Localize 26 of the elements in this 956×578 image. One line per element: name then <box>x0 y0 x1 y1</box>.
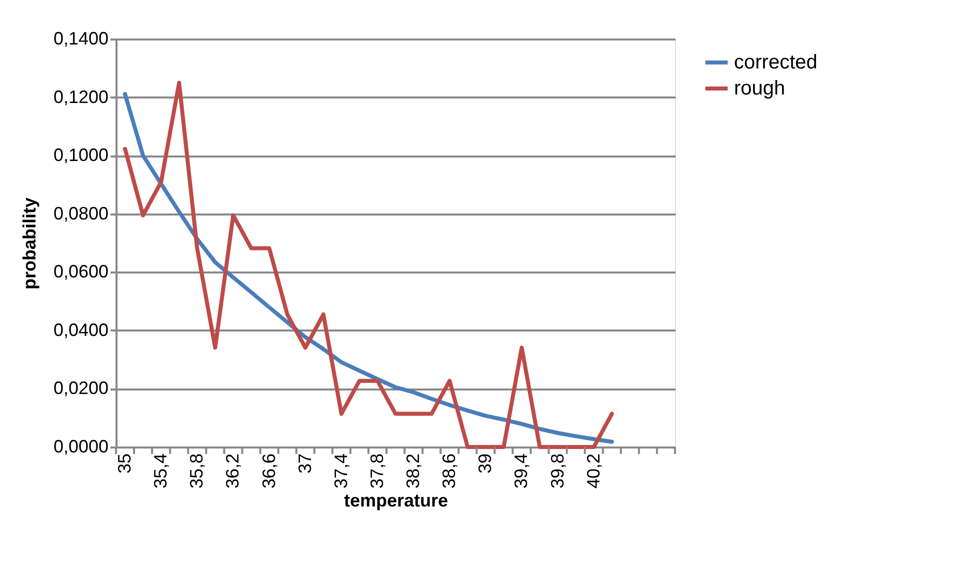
x-tick-label: 39,8 <box>547 454 568 489</box>
y-tick-label: 0,0400 <box>53 320 108 340</box>
y-tick-label: 0,0800 <box>53 203 108 224</box>
x-tick-label: 35,8 <box>186 454 207 489</box>
x-tick-label: 40,2 <box>583 454 604 489</box>
y-tick-label: 0,0200 <box>53 378 108 398</box>
x-tick-label: 37 <box>294 454 315 474</box>
y-tick-label: 0,1000 <box>53 145 108 166</box>
legend-label: rough <box>734 78 786 100</box>
x-tick-label: 37,8 <box>366 454 387 489</box>
x-tick-label: 38,2 <box>403 454 424 489</box>
x-tick-label: 35,4 <box>150 454 171 489</box>
x-tick-label: 35 <box>114 454 135 474</box>
x-axis-title: temperature <box>344 490 448 511</box>
y-tick-label: 0,0600 <box>53 262 108 282</box>
y-tick-label: 0,0000 <box>53 436 108 456</box>
legend-label: corrected <box>734 52 818 74</box>
y-tick-label: 0,1400 <box>53 28 108 48</box>
x-tick-label: 36,6 <box>258 454 279 489</box>
x-tick-label: 38,6 <box>439 454 460 489</box>
x-tick-label: 36,2 <box>222 454 243 489</box>
x-tick-label: 37,4 <box>330 454 351 489</box>
y-tick-label: 0,1200 <box>53 86 108 107</box>
x-tick-label: 39,4 <box>511 454 532 489</box>
y-axis-title: probability <box>19 197 40 290</box>
x-tick-label: 39 <box>475 454 496 474</box>
